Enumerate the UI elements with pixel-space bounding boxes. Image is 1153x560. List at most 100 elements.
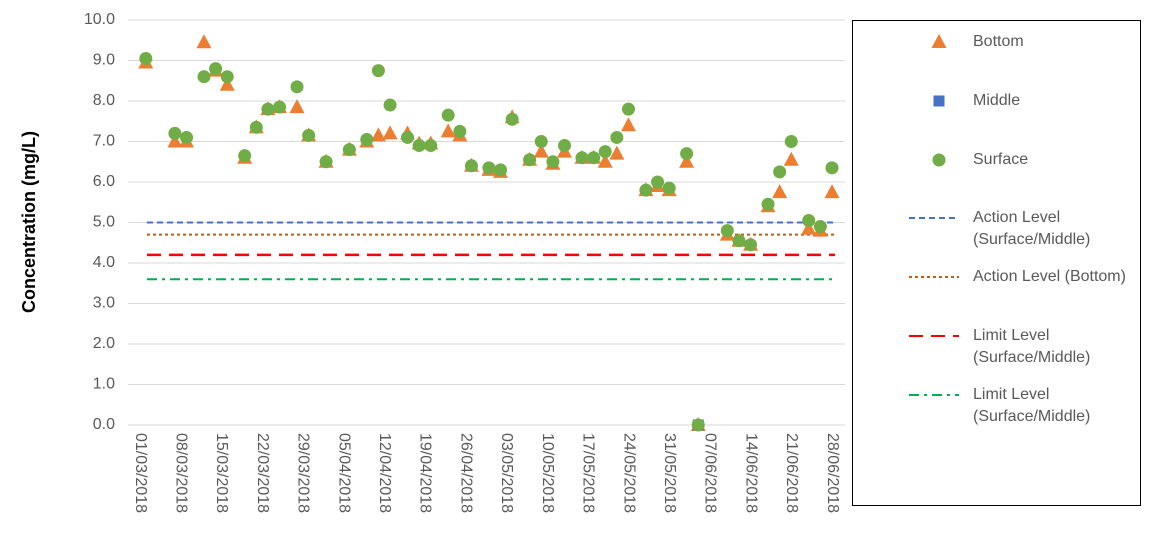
x-tick-label: 03/05/2018 [498, 433, 515, 513]
triangle-marker [931, 34, 947, 48]
circle-marker [168, 126, 182, 140]
circle-marker [610, 130, 624, 144]
x-tick-label: 10/05/2018 [539, 433, 556, 513]
legend-item: Bottom [853, 31, 1140, 75]
y-tick-label: 10.0 [84, 11, 115, 28]
circle-marker [220, 70, 234, 84]
circle-marker [342, 143, 356, 157]
y-tick-label: 0.0 [93, 416, 115, 433]
legend-label: Limit Level (Surface/Middle) [973, 386, 1091, 425]
x-tick-label: 24/05/2018 [620, 433, 637, 513]
circle-marker [400, 130, 414, 144]
x-tick-label: 28/06/2018 [824, 433, 841, 513]
chart: Concentration (mg/L) 0.0 1.0 2.0 3.0 4.0 5.0 6… [19, 11, 845, 513]
circle-marker [558, 139, 572, 153]
x-tick-label: 05/04/2018 [335, 433, 352, 513]
circle-marker [505, 112, 519, 126]
legend-label: Surface [973, 151, 1029, 168]
circle-marker [383, 98, 397, 112]
circle-marker [249, 120, 263, 134]
triangle-marker [783, 151, 799, 166]
triangle-marker [196, 34, 212, 49]
triangle-marker [289, 99, 305, 114]
y-axis-label: Concentration (mg/L) [19, 131, 39, 313]
legend-swatch [931, 34, 947, 48]
x-tick-label: 12/04/2018 [376, 433, 393, 513]
circle-marker [302, 128, 316, 142]
legend-item: Action Level (Surface/Middle) [853, 207, 1140, 251]
circle-marker [523, 153, 537, 167]
circle-marker [720, 224, 734, 238]
circle-marker [639, 183, 653, 197]
triangle-marker [382, 125, 398, 140]
legend-swatch [909, 394, 959, 396]
legend: Bottom Middle Surface Action Level (Surface… [852, 20, 1141, 506]
circle-marker [424, 139, 438, 153]
y-tick-label: 3.0 [93, 295, 115, 312]
triangle-marker [597, 153, 613, 168]
legend-swatch [909, 217, 959, 219]
circle-marker [680, 147, 694, 161]
circle-marker [587, 151, 601, 165]
legend-item: Surface [853, 149, 1140, 193]
x-tick-label: 17/05/2018 [580, 433, 597, 513]
circle-marker [441, 108, 455, 122]
square-marker [933, 95, 945, 107]
triangle-marker [370, 127, 386, 142]
y-tick-label: 9.0 [93, 52, 115, 69]
legend-swatch [933, 95, 945, 107]
circle-marker [732, 234, 746, 248]
circle-marker [621, 102, 635, 116]
circle-marker [651, 175, 665, 189]
triangle-marker [772, 184, 788, 199]
circle-marker [319, 155, 333, 169]
triangle-marker [533, 143, 549, 158]
legend-label: Limit Level (Surface/Middle) [973, 327, 1091, 366]
y-tick-label: 1.0 [93, 376, 115, 393]
circle-marker [209, 62, 223, 76]
x-tick-label: 26/04/2018 [457, 433, 474, 513]
y-tick-label: 8.0 [93, 92, 115, 109]
x-tick-label: 31/05/2018 [661, 433, 678, 513]
circle-marker [825, 161, 839, 175]
circle-marker [412, 139, 426, 153]
triangle-marker [440, 123, 456, 138]
x-tick-label: 22/03/2018 [254, 433, 271, 513]
triangle-marker [824, 184, 840, 199]
x-tick-label: 01/03/2018 [132, 433, 149, 513]
y-tick-label: 5.0 [93, 214, 115, 231]
circle-marker [273, 100, 287, 114]
triangle-marker [801, 220, 817, 235]
x-tick-label: 08/03/2018 [172, 433, 189, 513]
circle-marker [290, 80, 304, 94]
circle-marker [761, 197, 775, 211]
circle-marker [453, 124, 467, 138]
circle-marker [691, 418, 705, 432]
x-tick-label: 19/04/2018 [417, 433, 434, 513]
triangle-marker [620, 117, 636, 132]
circle-marker [802, 213, 816, 227]
circle-marker [261, 102, 275, 116]
x-tick-label: 15/03/2018 [213, 433, 230, 513]
legend-item: Middle [853, 90, 1140, 134]
circle-marker [238, 149, 252, 163]
circle-marker [371, 64, 385, 78]
circle-marker [744, 238, 758, 252]
legend-item: Limit Level (Surface/Middle) [853, 325, 1140, 369]
circle-marker [464, 159, 478, 173]
y-tick-label: 2.0 [93, 335, 115, 352]
circle-marker [546, 155, 560, 169]
circle-marker [180, 130, 194, 144]
legend-item: Action Level (Bottom) [853, 266, 1140, 310]
x-tick-label: 07/06/2018 [702, 433, 719, 513]
circle-marker [575, 151, 589, 165]
x-tick-label: 14/06/2018 [742, 433, 759, 513]
y-tick-label: 4.0 [93, 254, 115, 271]
legend-label: Action Level (Bottom) [973, 268, 1126, 285]
circle-marker [197, 70, 211, 84]
circle-marker [598, 145, 612, 159]
circle-marker [360, 132, 374, 146]
legend-swatch [932, 153, 946, 167]
triangle-marker [167, 133, 183, 148]
